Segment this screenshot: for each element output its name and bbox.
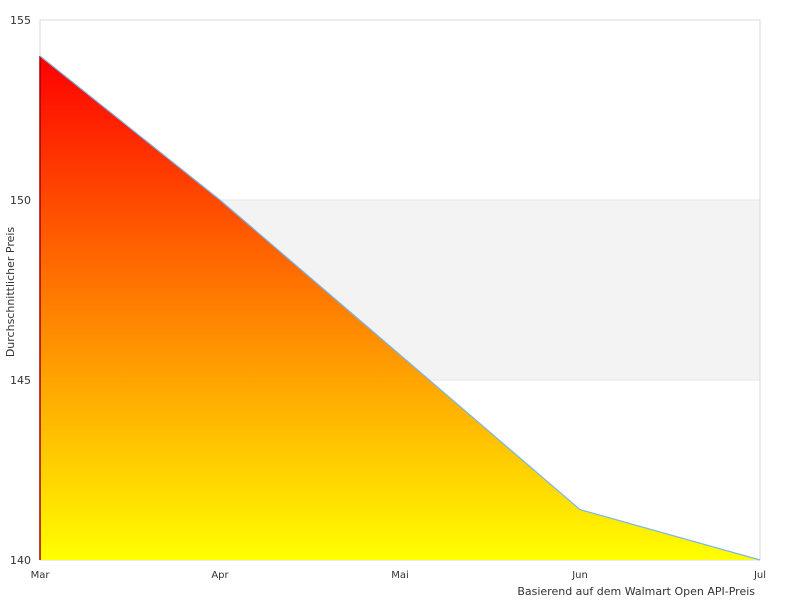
x-tick-label: Apr <box>211 570 229 581</box>
x-tick-label: Mai <box>391 570 409 581</box>
y-tick-label: 145 <box>10 374 31 387</box>
x-tick-label: Mar <box>31 570 51 581</box>
source-note: Basierend auf dem Walmart Open API-Preis <box>517 585 755 598</box>
series-area <box>40 56 760 560</box>
series-line <box>39 55 761 561</box>
x-tick-label: Jun <box>571 570 588 581</box>
y-tick-label: 150 <box>10 194 31 207</box>
y-axis-label: Durchschnittlicher Preis <box>4 227 17 358</box>
x-tick-label: Jul <box>753 570 766 581</box>
y-tick-label: 155 <box>10 14 31 27</box>
y-tick-label: 140 <box>10 554 31 567</box>
